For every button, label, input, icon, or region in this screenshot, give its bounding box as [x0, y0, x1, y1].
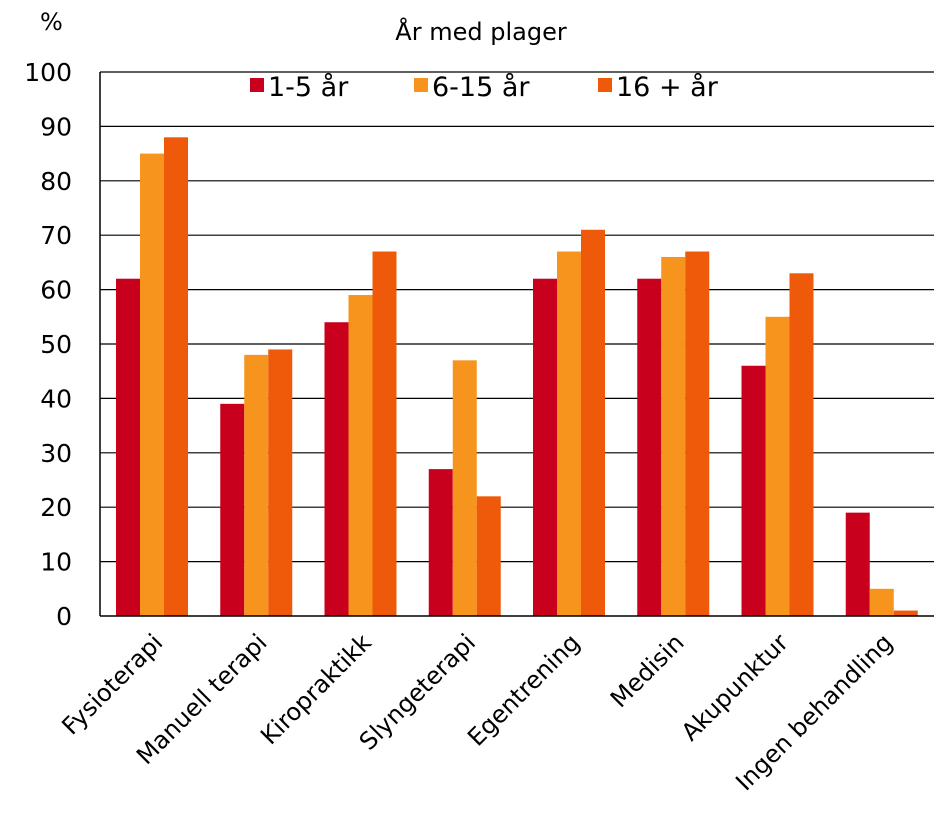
y-tick-label: 40 [40, 384, 72, 413]
bar-2 [452, 360, 477, 616]
legend-label: 6-15 år [432, 72, 530, 103]
bar-2 [765, 316, 790, 616]
bar-3 [581, 229, 605, 616]
bar-1 [533, 278, 557, 616]
bar-3 [476, 496, 501, 616]
x-category-label: Medisin [605, 628, 690, 713]
y-tick-label: 60 [40, 276, 72, 305]
y-tick-label: 70 [40, 221, 72, 250]
bar-2 [557, 251, 581, 616]
bar-1 [637, 278, 662, 616]
y-tick-label: 30 [40, 439, 72, 468]
bars [116, 137, 918, 616]
y-unit-label: % [40, 8, 63, 36]
x-category-label: Egentrening [462, 628, 585, 751]
bar-2 [348, 295, 373, 616]
legend-swatch [598, 78, 612, 92]
x-category-label: Akupunktur [676, 628, 794, 746]
bar-1 [741, 365, 766, 616]
legend-swatch [414, 78, 428, 92]
y-tick-label: 10 [40, 548, 72, 577]
legend-label: 16 + år [616, 72, 719, 103]
y-tick-label: 80 [40, 167, 72, 196]
bar-2 [869, 588, 894, 616]
bar-1 [428, 469, 453, 616]
legend-swatch [250, 78, 264, 92]
chart-title: År med plager [395, 17, 567, 46]
y-tick-label: 100 [24, 58, 72, 87]
bar-2 [140, 153, 164, 616]
y-tick-label: 50 [40, 330, 72, 359]
bar-1 [116, 278, 140, 616]
y-tick-label: 20 [40, 493, 72, 522]
axes [99, 72, 934, 617]
bar-1 [220, 403, 245, 616]
bar-3 [164, 137, 188, 616]
bar-1 [324, 322, 349, 616]
bar-2 [244, 354, 269, 616]
bar-3 [893, 610, 918, 616]
bar-2 [661, 256, 686, 616]
bar-1 [845, 512, 870, 616]
legend: 1-5 år 6-15 år 16 + år [250, 72, 719, 103]
bar-3 [372, 251, 397, 616]
bar-3 [789, 273, 814, 616]
y-tick-label: 90 [40, 112, 72, 141]
legend-label: 1-5 år [268, 72, 349, 103]
y-tick-labels: 0 10 20 30 40 50 60 70 80 90 100 [24, 58, 72, 631]
x-category-label: Fysioterapi [56, 628, 168, 740]
y-tick-label: 0 [56, 602, 72, 631]
bar-3 [685, 251, 710, 616]
bar-3 [268, 349, 293, 616]
